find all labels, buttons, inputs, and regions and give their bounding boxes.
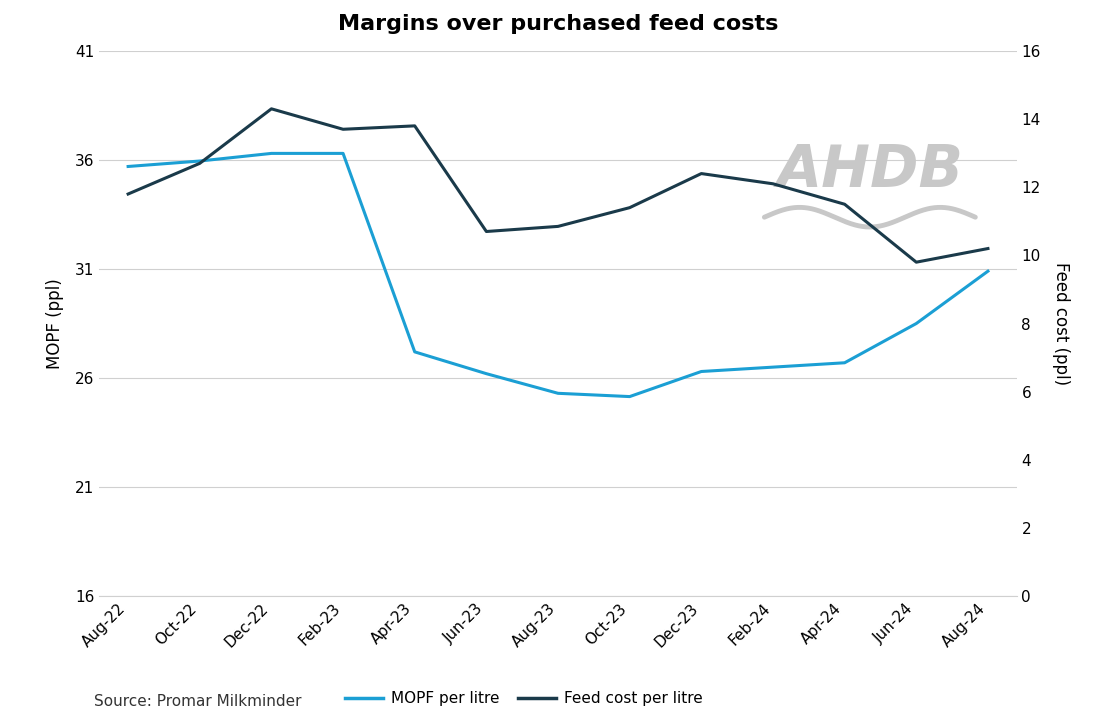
Title: Margins over purchased feed costs: Margins over purchased feed costs: [338, 14, 778, 34]
Text: AHDB: AHDB: [777, 142, 964, 199]
Y-axis label: Feed cost (ppl): Feed cost (ppl): [1052, 262, 1070, 385]
Text: Source: Promar Milkminder: Source: Promar Milkminder: [94, 694, 302, 709]
Legend: MOPF per litre, Feed cost per litre: MOPF per litre, Feed cost per litre: [339, 685, 708, 712]
Y-axis label: MOPF (ppl): MOPF (ppl): [46, 278, 64, 369]
